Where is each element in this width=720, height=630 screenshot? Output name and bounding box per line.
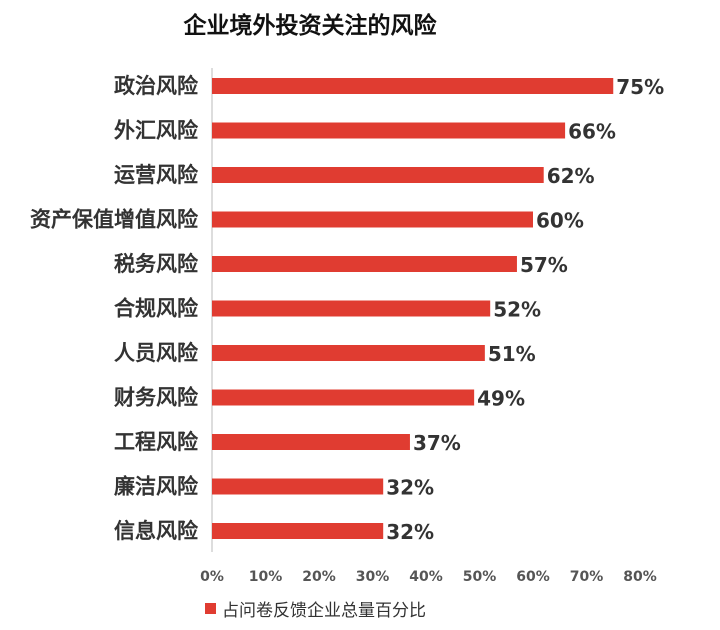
x-tick-label: 50% (463, 569, 497, 585)
x-tick-label: 60% (516, 569, 550, 585)
value-label: 75% (616, 75, 664, 99)
x-tick-label: 70% (570, 569, 604, 585)
bar (212, 167, 544, 183)
value-label: 51% (488, 342, 536, 366)
x-tick-label: 40% (409, 569, 443, 585)
category-label: 信息风险 (114, 519, 199, 543)
bar (212, 211, 533, 228)
value-label: 57% (520, 253, 568, 277)
legend-label: 占问卷反馈企业总量百分比 (222, 601, 426, 621)
legend-swatch (205, 603, 216, 614)
category-label: 外汇风险 (114, 119, 199, 143)
value-label: 32% (386, 476, 434, 500)
chart-title: 企业境外投资关注的风险 (183, 13, 437, 39)
bar (212, 389, 475, 406)
bar (212, 523, 384, 539)
bar (212, 434, 410, 450)
category-label: 资产保值增值风险 (30, 208, 199, 232)
value-label: 60% (536, 209, 584, 233)
value-label: 52% (493, 298, 541, 322)
bar (212, 256, 517, 272)
category-label: 人员风险 (114, 341, 199, 365)
category-label: 合规风险 (114, 297, 199, 321)
bar (212, 122, 566, 139)
value-label: 62% (547, 164, 595, 188)
category-label: 工程风险 (114, 430, 199, 454)
category-label: 运营风险 (114, 163, 199, 187)
category-label: 廉洁风险 (114, 475, 199, 499)
bar (212, 300, 491, 317)
bar (212, 345, 485, 361)
x-tick-label: 0% (200, 569, 224, 585)
value-label: 49% (477, 387, 525, 411)
x-tick-label: 30% (356, 569, 390, 585)
category-label: 财务风险 (114, 386, 199, 410)
bar (212, 478, 384, 495)
category-label: 税务风险 (114, 252, 199, 276)
value-label: 37% (413, 431, 461, 455)
legend: 占问卷反馈企业总量百分比 (205, 596, 426, 621)
category-label: 政治风险 (114, 74, 199, 98)
x-tick-label: 10% (249, 569, 283, 585)
bar (212, 78, 614, 94)
value-label: 66% (568, 120, 616, 144)
x-tick-label: 20% (302, 569, 336, 585)
value-label: 32% (386, 520, 434, 544)
x-tick-label: 80% (623, 569, 657, 585)
